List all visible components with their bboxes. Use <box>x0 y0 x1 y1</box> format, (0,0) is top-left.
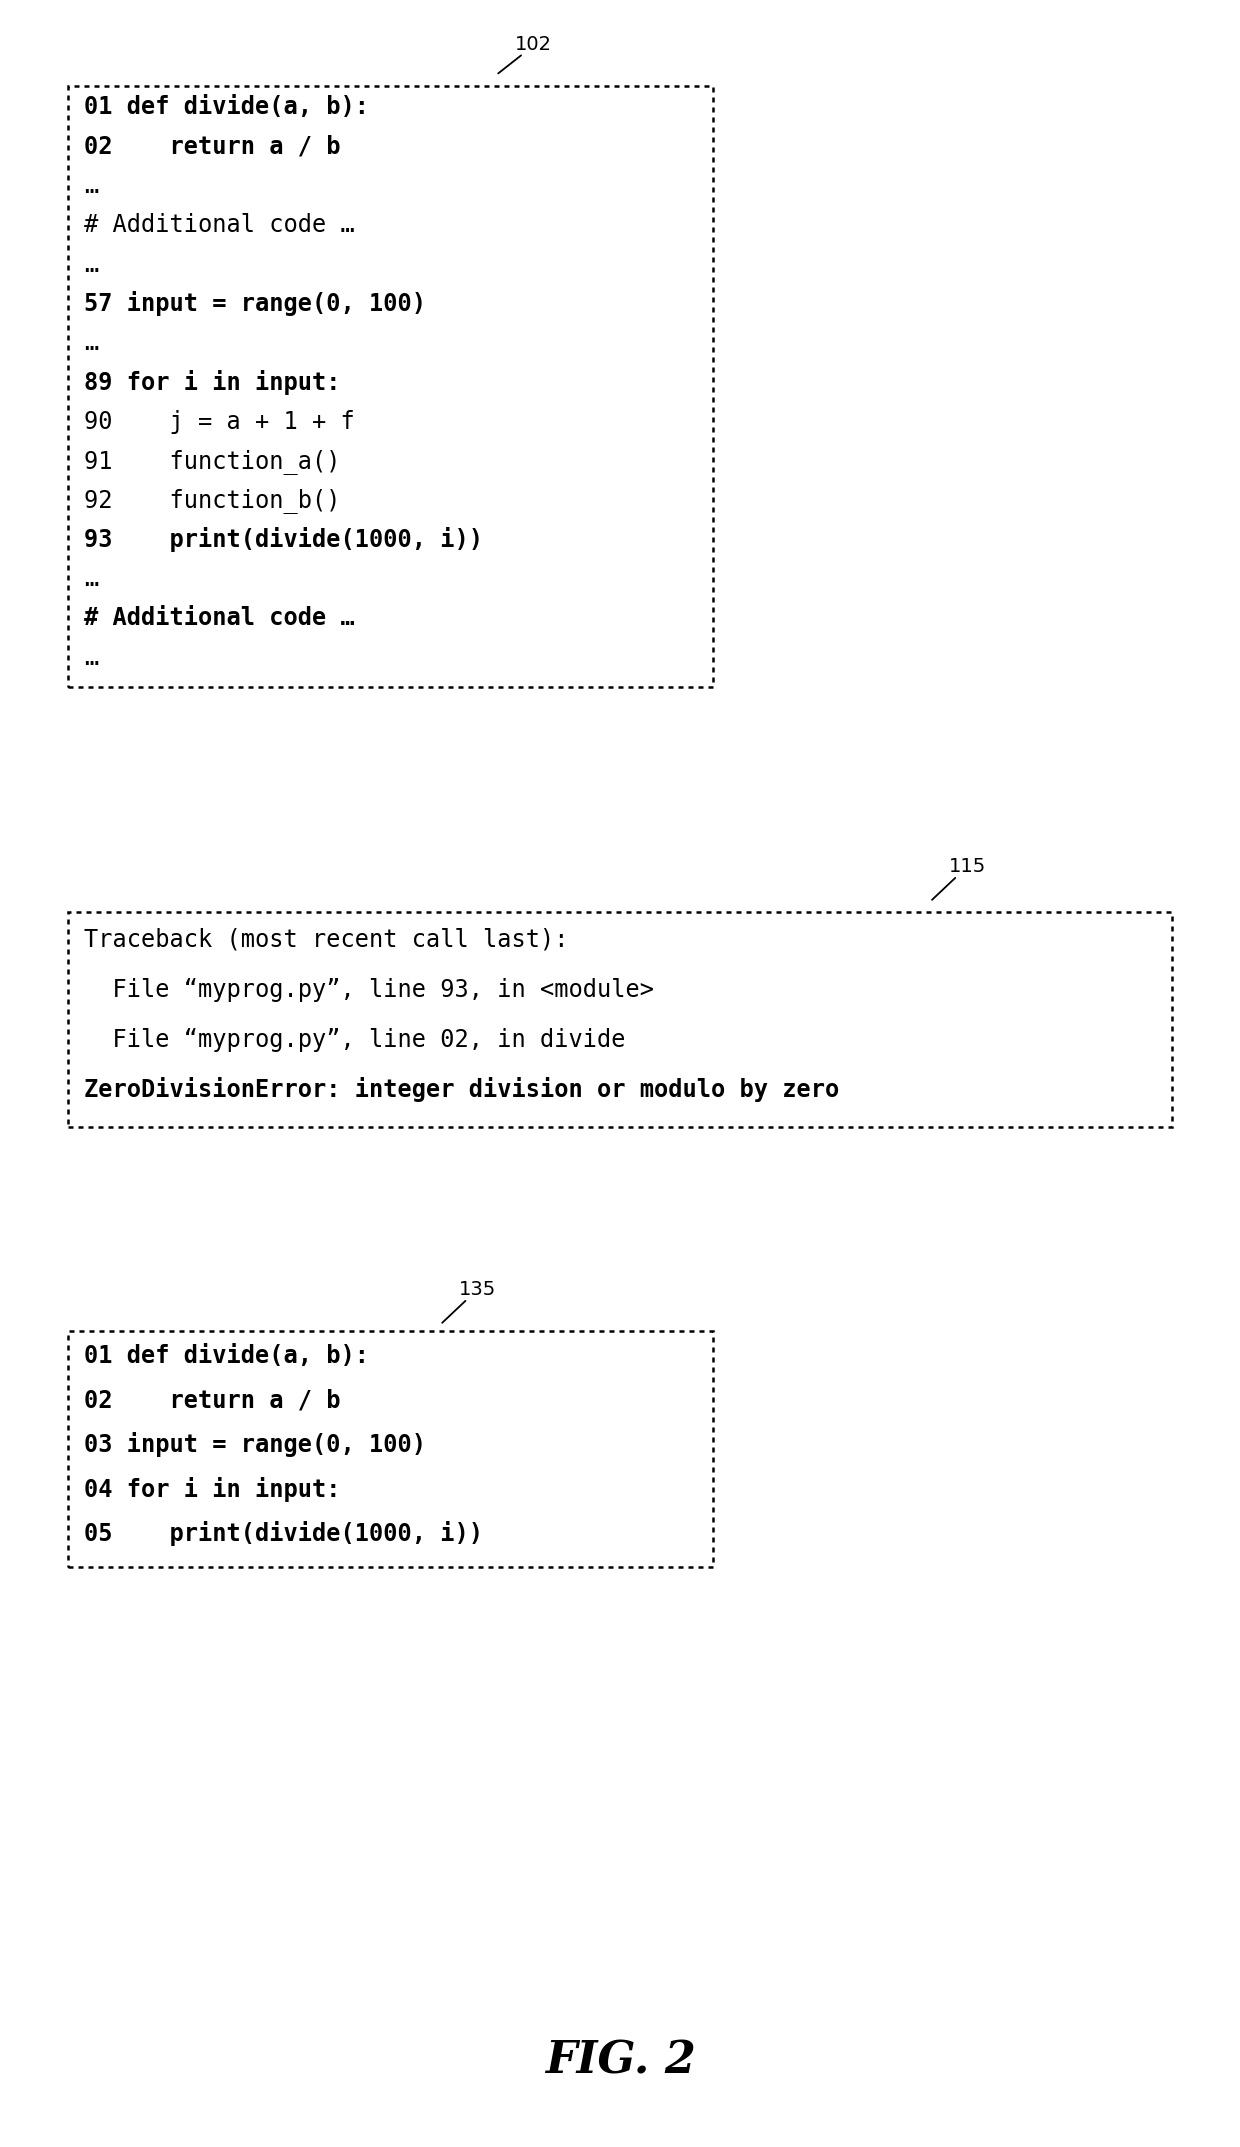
Text: …: … <box>84 646 98 670</box>
Text: 01 def divide(a, b):: 01 def divide(a, b): <box>84 1344 370 1368</box>
Text: 102: 102 <box>515 34 552 54</box>
Text: 01 def divide(a, b):: 01 def divide(a, b): <box>84 94 370 120</box>
Text: …: … <box>84 174 98 198</box>
Text: …: … <box>84 567 98 590</box>
Bar <box>68 912 1172 1127</box>
Text: 02    return a / b: 02 return a / b <box>84 135 341 159</box>
Text: …: … <box>84 253 98 277</box>
Text: 91    function_a(): 91 function_a() <box>84 449 341 474</box>
Text: File “myprog.py”, line 02, in divide: File “myprog.py”, line 02, in divide <box>84 1028 626 1052</box>
Text: …: … <box>84 331 98 354</box>
Text: 03 input = range(0, 100): 03 input = range(0, 100) <box>84 1432 427 1458</box>
Text: # Additional code …: # Additional code … <box>84 213 355 238</box>
Text: 89 for i in input:: 89 for i in input: <box>84 369 341 395</box>
Text: 05    print(divide(1000, i)): 05 print(divide(1000, i)) <box>84 1522 484 1546</box>
Bar <box>68 1331 713 1567</box>
Text: # Additional code …: # Additional code … <box>84 605 355 631</box>
Text: FIG. 2: FIG. 2 <box>544 2040 696 2083</box>
Text: 90    j = a + 1 + f: 90 j = a + 1 + f <box>84 410 355 434</box>
Text: 93    print(divide(1000, i)): 93 print(divide(1000, i)) <box>84 528 484 552</box>
Text: 57 input = range(0, 100): 57 input = range(0, 100) <box>84 292 427 316</box>
Text: Traceback (most recent call last):: Traceback (most recent call last): <box>84 928 569 951</box>
Text: 04 for i in input:: 04 for i in input: <box>84 1477 341 1503</box>
Text: ZeroDivisionError: integer division or modulo by zero: ZeroDivisionError: integer division or m… <box>84 1078 839 1101</box>
Bar <box>68 86 713 687</box>
Text: File “myprog.py”, line 93, in <module>: File “myprog.py”, line 93, in <module> <box>84 977 655 1003</box>
Text: 92    function_b(): 92 function_b() <box>84 487 341 513</box>
Text: 02    return a / b: 02 return a / b <box>84 1389 341 1413</box>
Text: 115: 115 <box>949 857 986 876</box>
Text: 135: 135 <box>459 1280 496 1299</box>
